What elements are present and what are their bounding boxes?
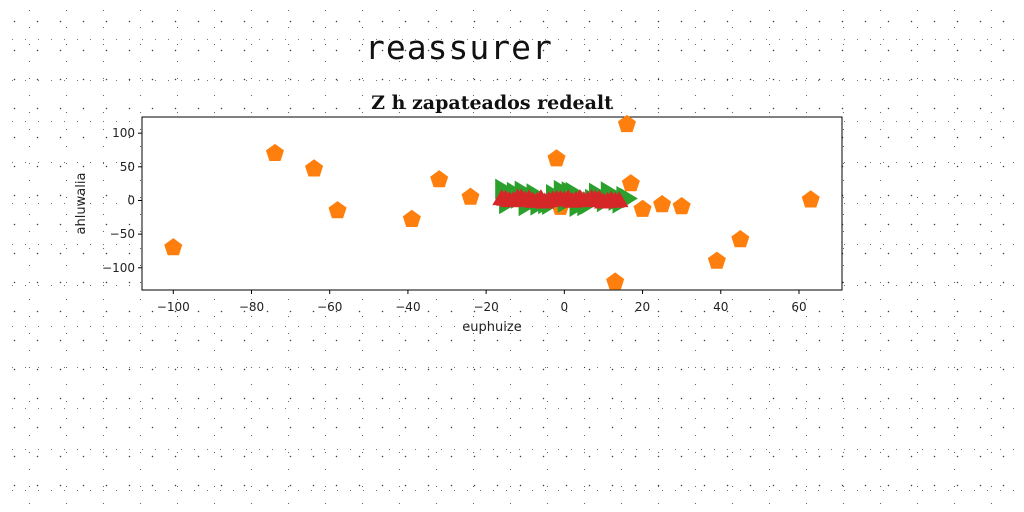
plot-area: [141, 116, 843, 291]
series-1-point: [617, 114, 636, 133]
y-tick-label: −50: [110, 227, 135, 241]
x-axis: −100 −80 −60 −40 −20 0 20 40 60: [157, 290, 807, 314]
series-3-point: [550, 189, 570, 206]
series-3-point: [535, 192, 555, 209]
x-tick-label: −80: [239, 300, 264, 314]
series-1-point: [547, 149, 566, 167]
series-1-point: [402, 209, 421, 227]
y-tick-label: −100: [102, 261, 135, 275]
y-tick-label: 0: [127, 193, 135, 207]
series-1-point: [606, 272, 625, 290]
series-3-point: [504, 191, 523, 208]
x-tick-label: 20: [635, 300, 650, 314]
series-1-point: [621, 174, 640, 192]
series-1-point: [707, 251, 726, 269]
x-tick-label: 60: [791, 300, 806, 314]
series-3-point: [582, 189, 602, 206]
series-1-point: [305, 159, 324, 177]
series-1-point: [653, 195, 672, 213]
series-1-point: [633, 199, 652, 217]
y-tick-label: 50: [120, 160, 135, 174]
series-1-point: [672, 197, 691, 215]
series-1-point: [801, 190, 820, 208]
series-1-point: [265, 143, 284, 161]
series-1-point: [430, 170, 449, 188]
x-tick-label: 0: [561, 300, 569, 314]
x-tick-label: −20: [473, 300, 498, 314]
y-tick-label: 100: [112, 126, 135, 140]
series-marks: [164, 114, 820, 290]
series-1-point: [328, 201, 347, 219]
chart-title: Z h zapateados redealt: [371, 92, 613, 114]
series-1-point: [731, 230, 750, 248]
y-axis-label: ahluwalia: [74, 173, 89, 235]
series-3-point: [597, 191, 617, 208]
figure-title: reassurer: [365, 28, 553, 67]
x-tick-label: −40: [395, 300, 420, 314]
series-1-point: [461, 187, 480, 205]
series-1-point: [164, 238, 183, 256]
y-axis: −100 −50 0 50 100: [102, 126, 142, 275]
x-tick-label: −100: [157, 300, 190, 314]
x-tick-label: 40: [713, 300, 728, 314]
x-axis-label: euphuize: [462, 320, 521, 335]
series-3-point: [566, 190, 586, 207]
x-tick-label: −60: [317, 300, 342, 314]
series-3-point: [519, 189, 539, 206]
